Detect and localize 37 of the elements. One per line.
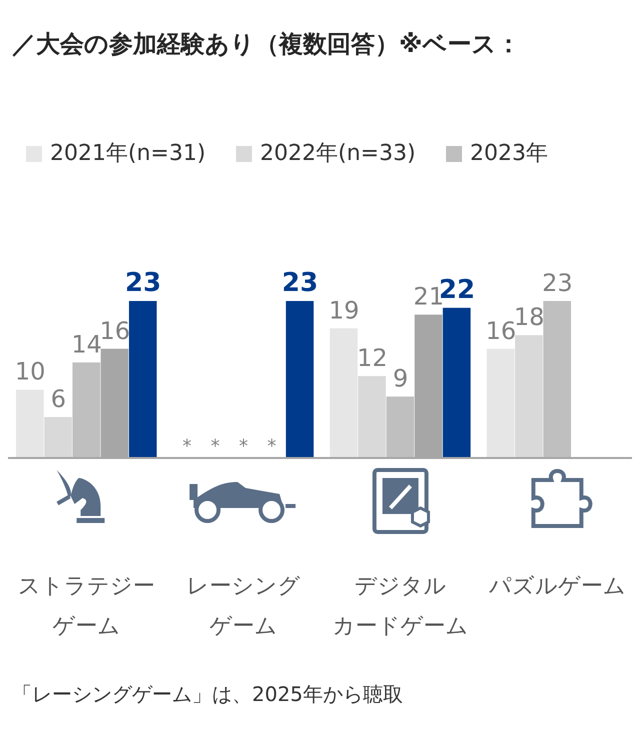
x-tick-label: ストラテジーゲーム: [18, 574, 156, 639]
bar: [330, 328, 358, 458]
data-label: 10: [14, 358, 46, 386]
legend-label: 2022年(n=33): [260, 141, 416, 166]
data-label: 9: [392, 364, 408, 393]
text: *: [210, 436, 220, 457]
bar: [44, 417, 72, 458]
bar: [358, 376, 386, 458]
bar: [515, 335, 543, 458]
bar: [16, 390, 44, 458]
text: *: [182, 436, 192, 457]
text: *: [267, 436, 276, 457]
bar: [72, 362, 100, 458]
text: 「レーシングゲーム」は、2025年から聴取: [12, 682, 403, 706]
bar: [286, 301, 314, 458]
data-label: 19: [328, 296, 360, 324]
data-label: 16: [100, 316, 130, 345]
bar: [442, 308, 471, 458]
data-label: 23: [125, 268, 162, 298]
data-label: 16: [486, 316, 516, 345]
data-label: 14: [71, 330, 102, 358]
data-label: 6: [50, 385, 66, 414]
x-tick-label: デジタルカードゲーム: [332, 574, 468, 639]
data-label: 23: [282, 268, 318, 298]
legend-label: 2021年(n=31): [50, 141, 206, 166]
data-label: 23: [542, 269, 573, 297]
x-tick-label: パズルゲーム: [488, 574, 626, 599]
data-label: 18: [514, 303, 544, 332]
bar: [486, 348, 515, 458]
bar: [128, 301, 157, 458]
bar: [543, 301, 572, 458]
legend-label: 2023年: [470, 141, 548, 166]
x-tick-label: レーシングゲーム: [186, 574, 301, 639]
data-label: 12: [356, 344, 388, 372]
text: *: [239, 436, 248, 457]
bar: [386, 396, 414, 458]
chart-title: ／大会の参加経験あり（複数回答）※ベース：: [12, 30, 520, 58]
